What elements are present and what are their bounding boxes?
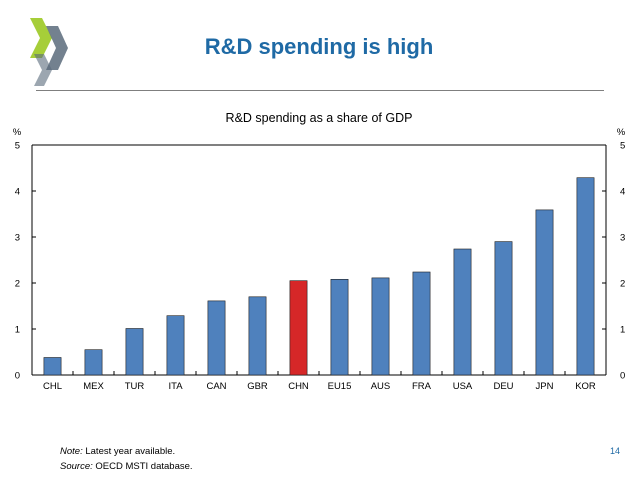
bar-fra [412, 271, 431, 376]
slide-title: R&D spending is high [204, 34, 434, 59]
y-tick-label-right: 0 [620, 371, 625, 382]
x-tick-label-tur: TUR [125, 381, 145, 392]
x-tick-label-mex: MEX [83, 381, 104, 392]
y-tick-label-right: 3 [620, 233, 625, 244]
y-unit-right: % [617, 127, 626, 138]
chart-note: Note: Latest year available. Source: OEC… [60, 444, 193, 474]
note-label: Note: [60, 446, 83, 457]
y-tick-label-left: 1 [15, 325, 20, 336]
y-tick-label-left: 2 [15, 279, 20, 290]
bar-tur [125, 328, 144, 376]
bar-ita [166, 315, 185, 376]
x-tick-label-aus: AUS [371, 381, 391, 392]
bar-deu [494, 241, 513, 376]
bar-aus [371, 277, 390, 376]
x-tick-label-ita: ITA [168, 381, 183, 392]
y-tick-label-left: 5 [15, 141, 20, 152]
x-tick-label-gbr: GBR [247, 381, 268, 392]
bar-can [207, 300, 226, 376]
oecd-logo [30, 18, 68, 86]
logo-chevron-bottom [34, 54, 52, 86]
y-tick-label-right: 4 [620, 187, 625, 198]
logo-chevron-right [46, 26, 68, 70]
note-text: Latest year available. [85, 446, 176, 457]
page-number: 14 [609, 446, 620, 456]
y-tick-label-left: 0 [15, 371, 20, 382]
title-divider [36, 90, 604, 91]
chart-bars [43, 177, 595, 376]
source-text: OECD MSTI database. [95, 461, 193, 472]
x-tick-label-fra: FRA [412, 381, 432, 392]
source-label: Source: [60, 461, 93, 472]
x-tick-label-deu: DEU [493, 381, 513, 392]
y-tick-label-left: 3 [15, 233, 20, 244]
x-tick-label-chl: CHL [43, 381, 62, 392]
x-tick-label-can: CAN [206, 381, 226, 392]
y-tick-label-right: 1 [620, 325, 625, 336]
y-tick-label-right: 2 [620, 279, 625, 290]
y-tick-label-right: 5 [620, 141, 625, 152]
bar-chn [289, 280, 308, 376]
bar-chl [43, 357, 62, 376]
bar-jpn [535, 209, 554, 376]
bar-usa [453, 248, 472, 376]
logo-chevron-left [30, 18, 52, 58]
bar-mex [84, 349, 103, 376]
x-tick-label-eu15: EU15 [328, 381, 352, 392]
bar-gbr [248, 296, 267, 376]
y-unit-left: % [13, 127, 22, 138]
chart-title: R&D spending as a share of GDP [226, 111, 413, 125]
bar-eu15 [330, 278, 349, 376]
x-tick-label-usa: USA [453, 381, 473, 392]
x-tick-label-chn: CHN [288, 381, 309, 392]
x-tick-label-kor: KOR [575, 381, 596, 392]
x-tick-label-jpn: JPN [536, 381, 554, 392]
chart-axes [31, 144, 607, 376]
chart-labels: 0 0 1 1 2 2 3 3 4 4 5 5 CHL MEX TUR ITA CAN GBR CHN EU15 AUS… [15, 141, 626, 393]
y-tick-label-left: 4 [15, 187, 20, 198]
bar-kor [576, 177, 595, 376]
